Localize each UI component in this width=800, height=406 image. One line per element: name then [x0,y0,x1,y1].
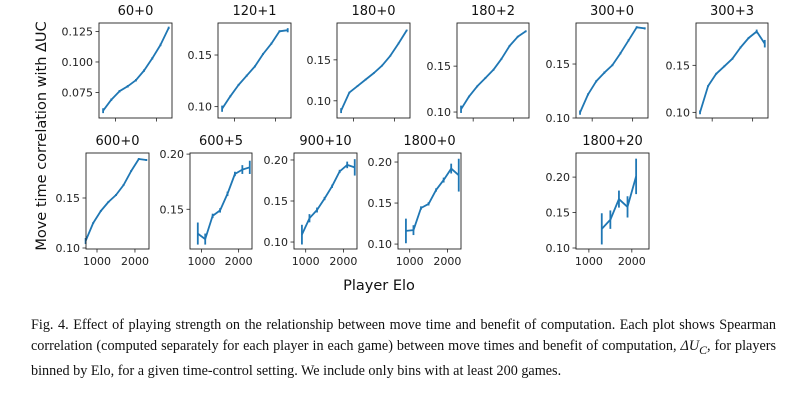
subplot-title: 180+0 [352,4,396,19]
subplot-frame [293,152,358,250]
x-tick-label: 2000 [329,255,357,268]
x-tick-label: 1000 [575,255,603,268]
subplot-frame [575,22,649,119]
subplot-title: 600+0 [96,134,140,149]
y-tick-label: 0.10 [188,101,213,114]
subplot-180+2: 180+2 0.10 0.15 [427,4,530,122]
subplot-300+3: 300+3 0.10 0.15 [666,4,769,122]
caption-text: Effect of playing strength on the relati… [31,317,776,354]
y-tick-label: 0.20 [264,154,289,167]
subplot-180+0: 180+0 0.10 0.15 [307,4,411,122]
y-tick-label: 0.10 [264,236,289,249]
y-tick-label: 0.15 [427,60,452,73]
x-axis-label: Player Elo [343,278,415,294]
x-tick-label: 2000 [225,255,253,268]
symbol-sub: C [699,342,707,357]
figure: Move time correlation with ΔUC Player El… [34,4,769,294]
x-tick-label: 1000 [292,255,320,268]
series-line [405,167,460,232]
y-tick-label: 0.15 [546,207,571,220]
caption-text-end: , for players binned by Elo, for a given… [31,338,776,379]
subplot-600+5: 600+5 0.15 0.20 1000 2000 [160,134,253,268]
x-tick-label: 1000 [188,255,216,268]
subplot-title: 120+1 [233,4,277,19]
y-tick-label: 0.10 [56,242,81,255]
y-tick-label: 0.10 [307,95,332,108]
series-line [84,158,147,242]
subplot-60+0: 60+0 0.075 0.100 0.125 [62,4,173,122]
y-axis-label: Move time correlation with ΔUC [34,21,50,250]
y-tick-label: 0.15 [160,203,185,216]
subplot-frame [85,152,150,250]
subplot-frame [217,22,292,119]
y-tick-label: 0.100 [62,56,94,69]
y-tick-label: 0.10 [546,242,571,255]
subplot-title: 300+3 [710,4,754,19]
y-tick-label: 0.15 [56,192,81,205]
x-tick-label: 1000 [83,255,111,268]
x-tick-label: 2000 [618,255,646,268]
y-tick-label: 0.10 [368,238,393,251]
y-tick-label: 0.15 [666,59,691,72]
subplot-title: 300+0 [590,4,634,19]
y-tick-label: 0.15 [307,54,332,67]
subplot-title: 1800+0 [403,134,455,149]
subplot-frame [695,22,769,119]
y-tick-label: 0.10 [666,106,691,119]
y-tick-label: 0.20 [546,171,571,184]
series-line [197,166,251,241]
y-tick-label: 0.15 [264,195,289,208]
subplot-900+10: 900+10 0.10 0.15 0.20 1000 2000 [264,134,358,268]
x-tick-label: 2000 [433,255,461,268]
x-tick-label: 1000 [396,255,424,268]
subplot-120+1: 120+1 0.10 0.15 [188,4,292,122]
y-tick-label: 0.20 [368,156,393,169]
subplot-300+0: 300+0 0.10 0.15 [546,4,649,125]
subplot-title: 1800+20 [582,134,643,149]
subplot-frame [189,152,253,250]
figure-caption: Fig. 4. Effect of playing strength on th… [31,315,776,382]
subplot-frame [397,152,462,250]
y-tick-label: 0.125 [62,26,94,39]
series-line [340,29,408,111]
delta-u-symbol: ΔUC [680,338,707,357]
subplot-title: 180+2 [471,4,515,19]
subplot-frame [98,22,173,119]
subplot-600+0: 600+0 0.10 0.15 1000 2000 [56,134,150,268]
subplot-1800+0: 1800+0 0.10 0.15 0.20 1000 2000 [368,134,462,268]
subplot-frame [456,22,530,119]
y-tick-label: 0.20 [160,148,185,161]
y-tick-label: 0.10 [546,112,571,125]
subplot-title: 600+5 [199,134,243,149]
series-line [221,29,288,110]
y-tick-label: 0.15 [188,49,213,62]
subplot-1800+20: 1800+20 0.10 0.15 0.20 1000 2000 [546,134,650,268]
series-line [102,27,170,112]
symbol: ΔU [680,338,700,354]
subplot-title: 900+10 [299,134,351,149]
y-tick-label: 0.075 [62,86,94,99]
series-line [301,163,355,235]
subplot-title: 60+0 [118,4,154,19]
series-line [579,26,645,113]
subplot-frame [575,152,650,250]
y-tick-label: 0.10 [427,106,452,119]
subplot-frame [336,22,411,119]
series-line [699,30,766,113]
y-tick-label: 0.15 [546,58,571,71]
caption-label: Fig. 4. [31,317,69,333]
y-tick-label: 0.15 [368,197,393,210]
x-tick-label: 2000 [121,255,149,268]
